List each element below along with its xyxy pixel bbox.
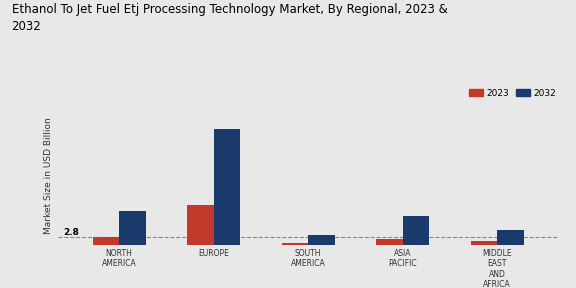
Y-axis label: Market Size in USD Billion: Market Size in USD Billion [44,117,54,234]
Bar [403,216,429,245]
Bar [471,241,497,245]
Bar [497,230,524,245]
Legend: 2023, 2032: 2023, 2032 [466,85,560,101]
Bar [119,211,146,245]
Bar [93,236,119,245]
Bar [214,129,240,245]
Text: Ethanol To Jet Fuel Etj Processing Technology Market, By Regional, 2023 &
2032: Ethanol To Jet Fuel Etj Processing Techn… [12,3,448,33]
Text: 2.8: 2.8 [63,228,79,237]
Bar [282,242,308,245]
Bar [308,235,335,245]
Bar [376,239,403,245]
Bar [187,205,214,245]
